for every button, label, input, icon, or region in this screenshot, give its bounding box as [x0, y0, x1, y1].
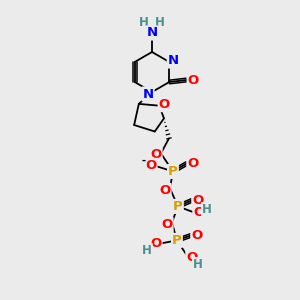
- Text: O: O: [150, 148, 162, 161]
- Text: H: H: [139, 16, 149, 28]
- Text: O: O: [159, 184, 171, 197]
- Text: H: H: [193, 258, 203, 271]
- Text: H: H: [202, 203, 212, 216]
- Text: P: P: [173, 200, 183, 213]
- Text: H: H: [155, 16, 165, 28]
- Text: O: O: [161, 218, 172, 231]
- Text: N: N: [146, 26, 158, 40]
- Text: P: P: [172, 234, 182, 247]
- Text: O: O: [188, 74, 199, 86]
- Text: H: H: [142, 244, 152, 257]
- Text: O: O: [150, 237, 162, 250]
- Text: -: -: [142, 155, 146, 165]
- Text: N: N: [142, 88, 154, 100]
- Text: N: N: [168, 55, 179, 68]
- Text: O: O: [192, 194, 204, 207]
- Text: O: O: [145, 159, 157, 172]
- Text: O: O: [193, 206, 205, 219]
- Text: P: P: [168, 165, 178, 178]
- Text: O: O: [187, 157, 199, 170]
- Text: O: O: [159, 98, 170, 111]
- Text: O: O: [186, 251, 198, 264]
- Text: O: O: [191, 229, 203, 242]
